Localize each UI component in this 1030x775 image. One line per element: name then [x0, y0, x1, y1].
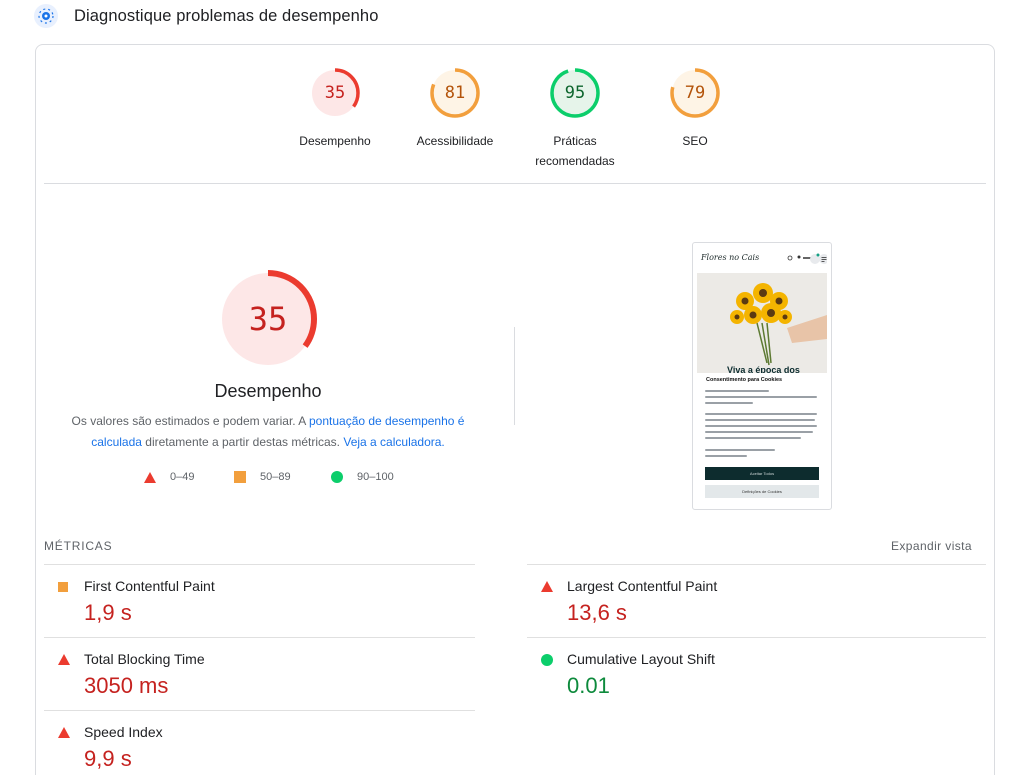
- vertical-divider: [514, 327, 515, 425]
- page-screenshot: Flores no Cais: [692, 242, 832, 510]
- calculator-link[interactable]: Veja a calculadora.: [343, 435, 445, 449]
- metric-label: Cumulative Layout Shift: [567, 651, 715, 667]
- cookie-banner: Consentimento para Cookies Aceitar Todos…: [697, 373, 827, 509]
- expand-view-button[interactable]: Expandir vista: [891, 539, 972, 553]
- triangle-red-icon: [541, 581, 553, 592]
- metric-fcp: First Contentful Paint 1,9 s: [44, 565, 484, 625]
- text-line: [705, 413, 817, 416]
- metric-divider: [44, 564, 475, 565]
- text-line: [705, 402, 753, 405]
- gauge-accessibility[interactable]: 81 Acessibilidade: [395, 67, 515, 151]
- score-legend: 0–49 50–89 90–100: [36, 471, 500, 491]
- gauge-score: 81: [444, 83, 466, 103]
- performance-score: 35: [248, 300, 288, 338]
- gauge-label: SEO: [682, 134, 708, 148]
- metric-speed-index: Speed Index 9,9 s: [44, 711, 484, 771]
- hero-text: Viva a época dos: [727, 365, 800, 373]
- metric-value: 13,6 s: [567, 600, 627, 625]
- metric-divider: [527, 564, 986, 565]
- site-logo: Flores no Cais: [701, 253, 760, 262]
- legend-item-pass: 90–100: [331, 471, 394, 483]
- metric-divider: [527, 637, 986, 638]
- sunflower-bouquet-image: [730, 283, 827, 366]
- metric-label: Largest Contentful Paint: [567, 578, 718, 594]
- triangle-red-icon: [58, 727, 70, 738]
- score-calc-link[interactable]: pontuação de desempenho é calculada: [91, 414, 465, 449]
- legend-range: 0–49: [170, 471, 195, 483]
- metric-value: 9,9 s: [84, 746, 132, 771]
- text-line: [705, 419, 815, 422]
- triangle-red-icon: [144, 471, 156, 483]
- performance-gauge: 35: [218, 269, 318, 369]
- text-line: [705, 449, 775, 452]
- gauge-ring-best-practices: [550, 68, 600, 118]
- metric-cls: Cumulative Layout Shift 0.01: [527, 638, 967, 698]
- circle-green-icon: [331, 471, 343, 483]
- metric-divider: [44, 637, 475, 638]
- gauge-performance[interactable]: 35 Desempenho: [275, 67, 395, 151]
- metric-value: 3050 ms: [84, 673, 169, 698]
- gauge-score: 79: [684, 83, 706, 103]
- gauge-ring-performance: [310, 68, 360, 118]
- text-line: [705, 390, 769, 393]
- divider: [44, 183, 986, 184]
- legend-range: 90–100: [357, 471, 394, 483]
- gauge-ring-accessibility: [430, 68, 480, 118]
- text-line: [705, 396, 817, 399]
- gauge-label: Desempenho: [299, 134, 371, 148]
- desc-text: Os valores são estimados e podem variar.…: [71, 414, 309, 428]
- metric-label: Speed Index: [84, 724, 163, 740]
- legend-item-fail: 0–49: [144, 471, 194, 483]
- square-orange-icon: [58, 582, 68, 592]
- lighthouse-icon: [34, 4, 58, 28]
- square-orange-icon: [234, 471, 246, 483]
- desc-text: diretamente a partir destas métricas.: [141, 435, 344, 449]
- metric-tbt: Total Blocking Time 3050 ms: [44, 638, 484, 698]
- page-title: Diagnostique problemas de desempenho: [74, 6, 379, 25]
- screenshot-nav-icons: [787, 253, 827, 264]
- score-gauges: 35 Desempenho 81 Acessibilidade 95: [36, 67, 994, 177]
- triangle-red-icon: [58, 654, 70, 665]
- metric-lcp: Largest Contentful Paint 13,6 s: [527, 565, 967, 625]
- metric-label: First Contentful Paint: [84, 578, 215, 594]
- cookie-title: Consentimento para Cookies: [706, 377, 783, 383]
- metrics-heading: MÉTRICAS: [44, 539, 113, 553]
- legend-item-average: 50–89: [234, 471, 291, 483]
- metric-value: 0.01: [567, 673, 610, 698]
- page-header: Diagnostique problemas de desempenho: [34, 4, 378, 28]
- legend-range: 50–89: [260, 471, 291, 483]
- gauge-score: 35: [324, 83, 346, 103]
- gauge-seo[interactable]: 79 SEO: [635, 67, 755, 151]
- text-line: [705, 431, 813, 434]
- circle-green-icon: [541, 654, 553, 666]
- performance-title: Desempenho: [214, 381, 322, 401]
- metric-value: 1,9 s: [84, 600, 132, 625]
- performance-description: Os valores são estimados e podem variar.…: [58, 411, 478, 453]
- performance-gauge-ring: [219, 270, 317, 368]
- text-line: [705, 455, 747, 458]
- gauge-best-practices[interactable]: 95 Práticas recomendadas: [515, 67, 635, 171]
- text-line: [705, 425, 817, 428]
- metric-label: Total Blocking Time: [84, 651, 205, 667]
- accept-all-button: Aceitar Todos: [705, 467, 819, 480]
- cookie-settings-button: Definições de Cookies: [705, 485, 819, 498]
- screenshot-header: Flores no Cais: [693, 243, 831, 273]
- gauge-label: Acessibilidade: [416, 134, 494, 148]
- report-card: 35 Desempenho 81 Acessibilidade 95: [35, 44, 995, 775]
- text-line: [705, 437, 801, 440]
- metric-divider: [44, 710, 475, 711]
- gauge-label: Práticas recomendadas: [535, 134, 615, 168]
- gauge-score: 95: [564, 83, 586, 103]
- gauge-ring-seo: [670, 68, 720, 118]
- screenshot-hero: Viva a época dos: [697, 273, 827, 373]
